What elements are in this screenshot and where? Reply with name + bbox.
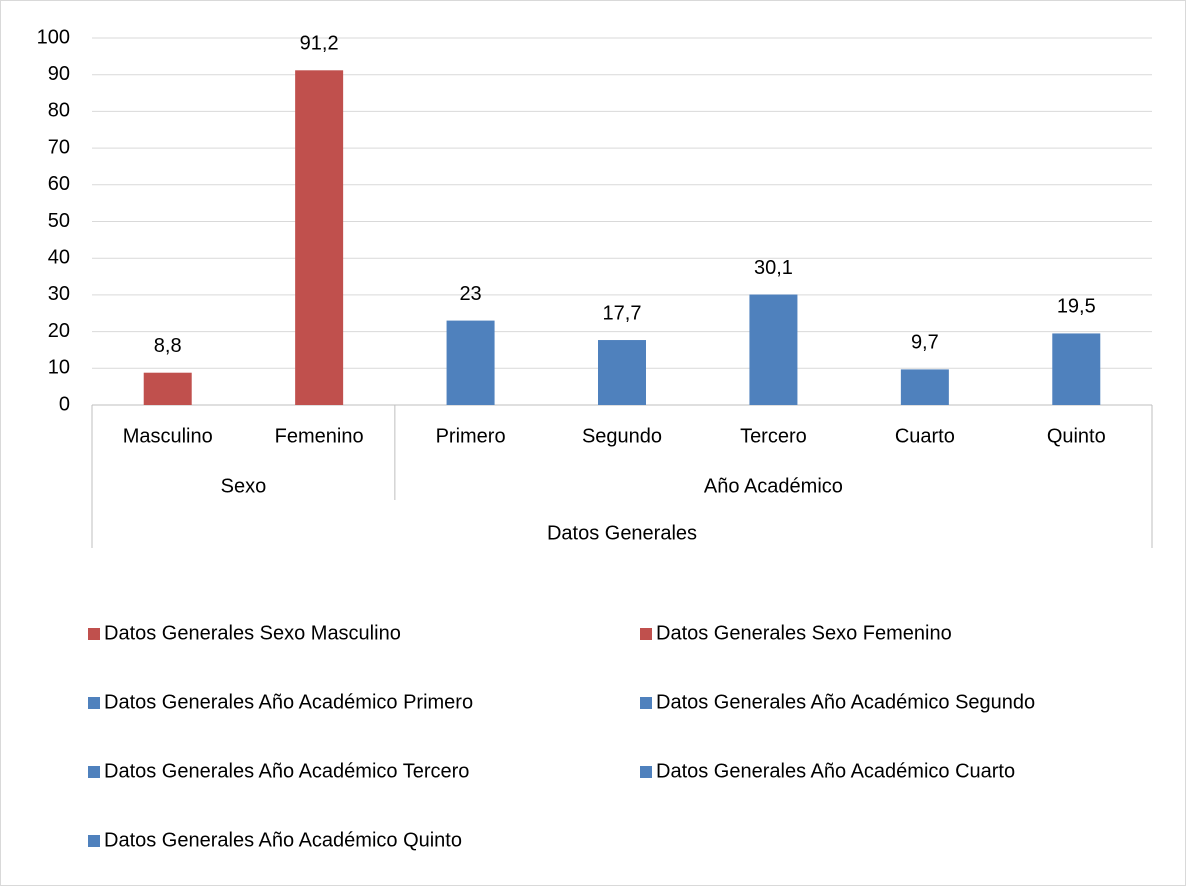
x-tick-label: Masculino	[123, 425, 213, 447]
legend-swatch	[640, 697, 652, 709]
legend-swatch	[88, 628, 100, 640]
legend-swatch	[88, 697, 100, 709]
y-tick-label: 100	[37, 26, 70, 48]
category-axis-title: Datos Generales	[547, 522, 697, 544]
x-tick-label: Primero	[436, 425, 506, 447]
data-label: 30,1	[754, 257, 793, 279]
y-tick-label: 10	[48, 357, 70, 379]
legend-label: Datos Generales Año Académico Quinto	[104, 829, 462, 851]
legend-swatch	[88, 835, 100, 847]
y-tick-label: 0	[59, 393, 70, 415]
y-tick-label: 60	[48, 173, 70, 195]
x-tick-label: Femenino	[275, 425, 364, 447]
legend-label: Datos Generales Año Académico Primero	[104, 691, 473, 713]
y-tick-label: 80	[48, 100, 70, 122]
legend-label: Datos Generales Sexo Masculino	[104, 622, 401, 644]
legend-swatch	[88, 766, 100, 778]
x-tick-label: Tercero	[740, 425, 807, 447]
legend-label: Datos Generales Año Académico Cuarto	[656, 760, 1015, 782]
y-tick-label: 70	[48, 136, 70, 158]
legend-swatch	[640, 766, 652, 778]
y-tick-label: 90	[48, 63, 70, 85]
legend-label: Datos Generales Año Académico Tercero	[104, 760, 469, 782]
x-tick-label: Cuarto	[895, 425, 955, 447]
bar	[598, 340, 646, 405]
bar	[749, 294, 798, 405]
y-tick-label: 50	[48, 210, 70, 232]
legend-swatch	[640, 628, 652, 640]
y-tick-label: 40	[48, 246, 70, 268]
data-label: 8,8	[154, 335, 182, 357]
data-label: 91,2	[300, 33, 339, 55]
legend-label: Datos Generales Sexo Femenino	[656, 622, 952, 644]
data-label: 19,5	[1057, 296, 1096, 318]
legend-label: Datos Generales Año Académico Segundo	[656, 691, 1035, 713]
bar	[295, 70, 344, 406]
group-label: Año Académico	[704, 475, 843, 497]
data-label: 17,7	[603, 302, 642, 324]
x-tick-label: Quinto	[1047, 425, 1106, 447]
data-label: 23	[459, 283, 481, 305]
bar	[900, 369, 949, 405]
bar	[446, 320, 495, 405]
y-tick-label: 20	[48, 320, 70, 342]
bar	[143, 372, 192, 405]
x-tick-label: Segundo	[582, 425, 662, 447]
y-tick-label: 30	[48, 283, 70, 305]
bar	[1052, 333, 1101, 405]
data-label: 9,7	[911, 332, 939, 354]
group-label: Sexo	[221, 475, 267, 497]
